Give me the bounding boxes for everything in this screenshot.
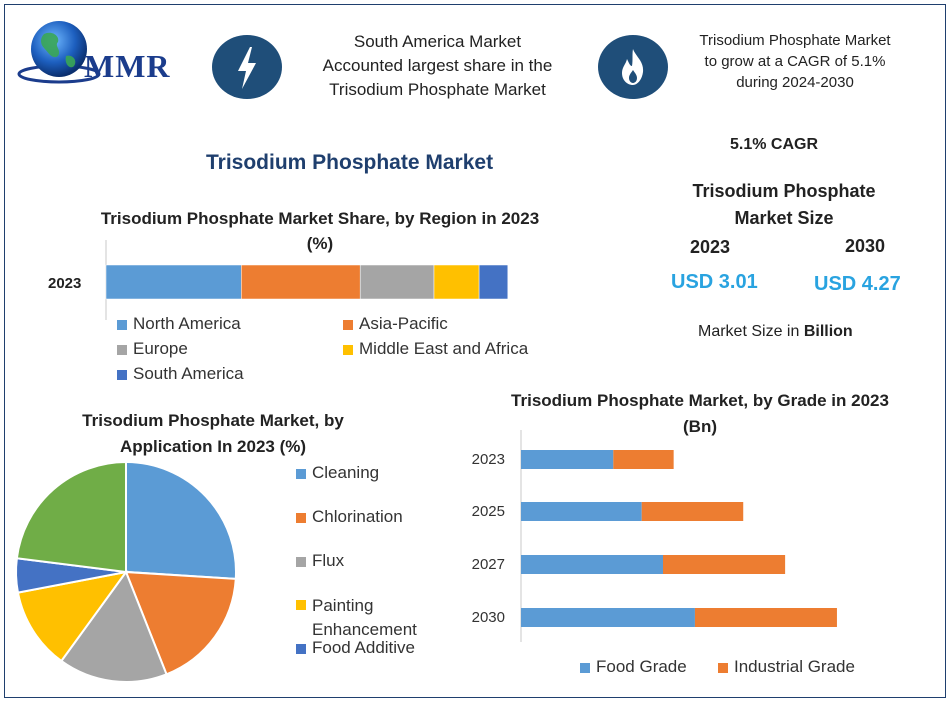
lightning-icon-circle — [212, 35, 282, 99]
grade-bar-food-grade-2030 — [521, 608, 695, 627]
legend-swatch — [718, 662, 728, 673]
grade-bar-industrial-grade-2027 — [663, 555, 786, 574]
grade-chart: 2023 2025 2027 2030 — [472, 430, 837, 642]
region-bar-north-america — [105, 264, 242, 300]
grade-bar-food-grade-2025 — [521, 502, 642, 521]
legend-item-cleaning: Cleaning — [296, 463, 379, 483]
application-pie-chart — [15, 460, 237, 683]
market-size-value-1: USD 3.01 — [671, 271, 758, 293]
pie-slice-other — [15, 460, 127, 574]
legend-item-europe: Europe — [117, 339, 188, 359]
grade-category-label-2027: 2027 — [472, 556, 505, 573]
grade-chart-title: Trisodium Phosphate Market, by Grade in … — [511, 391, 889, 436]
market-size-year-2: 2030 — [845, 236, 886, 256]
grade-category-label-2030: 2030 — [472, 609, 505, 626]
region-bar-asia-pacific — [241, 264, 361, 300]
legend-item-north-america: North America — [117, 314, 241, 334]
grade-bar-industrial-grade-2023 — [613, 450, 674, 469]
logo-text: MMR — [84, 48, 171, 84]
region-bar-europe — [359, 264, 435, 300]
flame-icon — [622, 49, 644, 85]
legend-swatch — [296, 468, 306, 479]
legend-label: Food Additive — [312, 638, 416, 657]
legend-swatch — [296, 556, 306, 567]
legend-label: Middle East and Africa — [359, 339, 529, 358]
legend-label: Cleaning — [312, 463, 380, 482]
legend-swatch — [580, 662, 590, 673]
region-chart: 2023 — [48, 240, 509, 320]
region-bar-south-america — [478, 264, 509, 300]
legend-swatch — [296, 643, 306, 654]
legend-label: Industrial Grade — [734, 657, 855, 676]
grade-bar-food-grade-2023 — [521, 450, 614, 469]
legend-swatch — [117, 344, 127, 355]
flame-icon-circle — [598, 35, 668, 99]
lightning-icon — [238, 47, 256, 89]
grade-bar-industrial-grade-2025 — [641, 502, 744, 521]
legend-item-industrial-grade: Industrial Grade — [718, 657, 855, 677]
legend-item-south-america: South America — [117, 364, 244, 384]
legend-label: Painting Enhancement — [312, 596, 417, 639]
market-size-title: Trisodium Phosphate Market Size — [692, 181, 876, 228]
legend-item-flux: Flux — [296, 551, 344, 571]
cagr-label: 5.1% CAGR — [729, 136, 819, 153]
grade-bar-industrial-grade-2030 — [694, 608, 837, 627]
market-size-note: Market Size in Billion — [698, 323, 853, 340]
region-bar-middle-east-and-africa — [433, 264, 480, 300]
legend-swatch — [117, 369, 127, 380]
application-chart-title: Trisodium Phosphate Market, by Applicati… — [82, 411, 344, 456]
region-category-label: 2023 — [48, 275, 81, 292]
legend-item-chlorination: Chlorination — [296, 507, 403, 527]
legend-swatch — [343, 344, 353, 355]
grade-category-label-2025: 2025 — [472, 503, 505, 520]
legend-swatch — [343, 319, 353, 330]
pie-slice-painting-enhancement — [16, 570, 129, 663]
legend-swatch — [296, 512, 306, 523]
legend-label: South America — [133, 364, 244, 383]
legend-item-middle-east-and-africa: Middle East and Africa — [343, 339, 528, 359]
legend-swatch — [296, 599, 306, 610]
legend-item-food-additive: Food Additive — [296, 638, 415, 658]
logo: MMR — [14, 16, 194, 88]
pie-slice-chlorination — [124, 570, 237, 676]
market-size-value-2: USD 4.27 — [814, 273, 901, 295]
legend-label: Europe — [133, 339, 188, 358]
legend-swatch — [117, 319, 127, 330]
grade-bar-food-grade-2027 — [521, 555, 663, 574]
legend-label: Flux — [312, 551, 345, 570]
pie-slice-flux — [59, 569, 168, 683]
legend-label: Food Grade — [596, 657, 687, 676]
legend-item-food-grade: Food Grade — [580, 657, 687, 677]
pie-slice-cleaning — [125, 460, 237, 580]
region-chart-title: Trisodium Phosphate Market Share, by Reg… — [100, 209, 540, 253]
header-card-1-text: South America Market Accounted largest s… — [322, 32, 553, 99]
legend-item-painting-enhancement: Painting Enhancement — [296, 594, 432, 642]
grade-category-label-2023: 2023 — [472, 451, 505, 468]
main-title: Trisodium Phosphate Market — [206, 151, 494, 174]
legend-label: Asia-Pacific — [359, 314, 448, 333]
globe-icon — [17, 21, 101, 84]
legend-label: North America — [133, 314, 241, 333]
market-size-year-1: 2023 — [690, 237, 731, 257]
legend-item-asia-pacific: Asia-Pacific — [343, 314, 448, 334]
legend-label: Chlorination — [312, 507, 403, 526]
header-card-2-text: Trisodium Phosphate Market to grow at a … — [699, 32, 891, 91]
